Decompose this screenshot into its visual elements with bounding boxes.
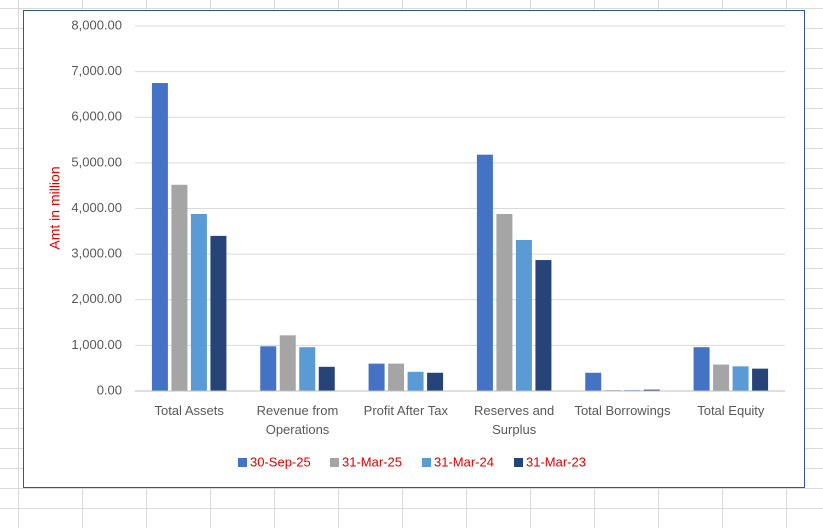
bar [190, 213, 207, 391]
bar [171, 184, 188, 391]
bar [496, 213, 513, 391]
x-tick-label: Total Borrowings [574, 403, 671, 418]
bar [407, 371, 424, 391]
y-tick-label: 0.00 [97, 382, 122, 397]
bar [643, 389, 660, 391]
bar [318, 366, 335, 391]
legend-swatch [330, 458, 339, 467]
y-tick-label: 5,000.00 [71, 154, 122, 169]
bar [210, 235, 227, 391]
x-tick-label: Reserves and Surplus [474, 403, 555, 437]
x-tick-label: Total Equity [697, 403, 765, 418]
bar [732, 366, 749, 391]
y-axis-title: Amt in million [47, 166, 63, 249]
bar [693, 347, 710, 391]
x-tick-label: Total Assets [154, 403, 224, 418]
y-tick-label: 4,000.00 [71, 200, 122, 215]
y-tick-label: 3,000.00 [71, 246, 122, 261]
legend-swatch [238, 458, 247, 467]
x-tick-label: Revenue from Operations [256, 403, 339, 437]
bar [279, 335, 296, 391]
bar [515, 239, 532, 391]
bar [260, 346, 277, 391]
bar [368, 363, 385, 391]
legend-label: 30-Sep-25 [250, 454, 311, 469]
bar [476, 154, 493, 391]
y-tick-label: 1,000.00 [71, 337, 122, 352]
y-tick-label: 8,000.00 [71, 17, 122, 32]
bar [151, 83, 168, 391]
legend-label: 31-Mar-25 [342, 454, 402, 469]
bar [427, 372, 444, 391]
legend-label: 31-Mar-24 [434, 454, 494, 469]
bar [752, 368, 769, 391]
bar [535, 260, 552, 391]
bar [388, 363, 405, 391]
y-tick-label: 2,000.00 [71, 291, 122, 306]
legend-label: 31-Mar-23 [526, 454, 586, 469]
legend-swatch [422, 458, 431, 467]
y-tick-label: 6,000.00 [71, 109, 122, 124]
bar [713, 364, 730, 391]
legend-swatch [514, 458, 523, 467]
bar [299, 347, 316, 391]
bar [585, 372, 602, 391]
y-tick-label: 7,000.00 [71, 63, 122, 78]
x-tick-label: Profit After Tax [363, 403, 448, 418]
